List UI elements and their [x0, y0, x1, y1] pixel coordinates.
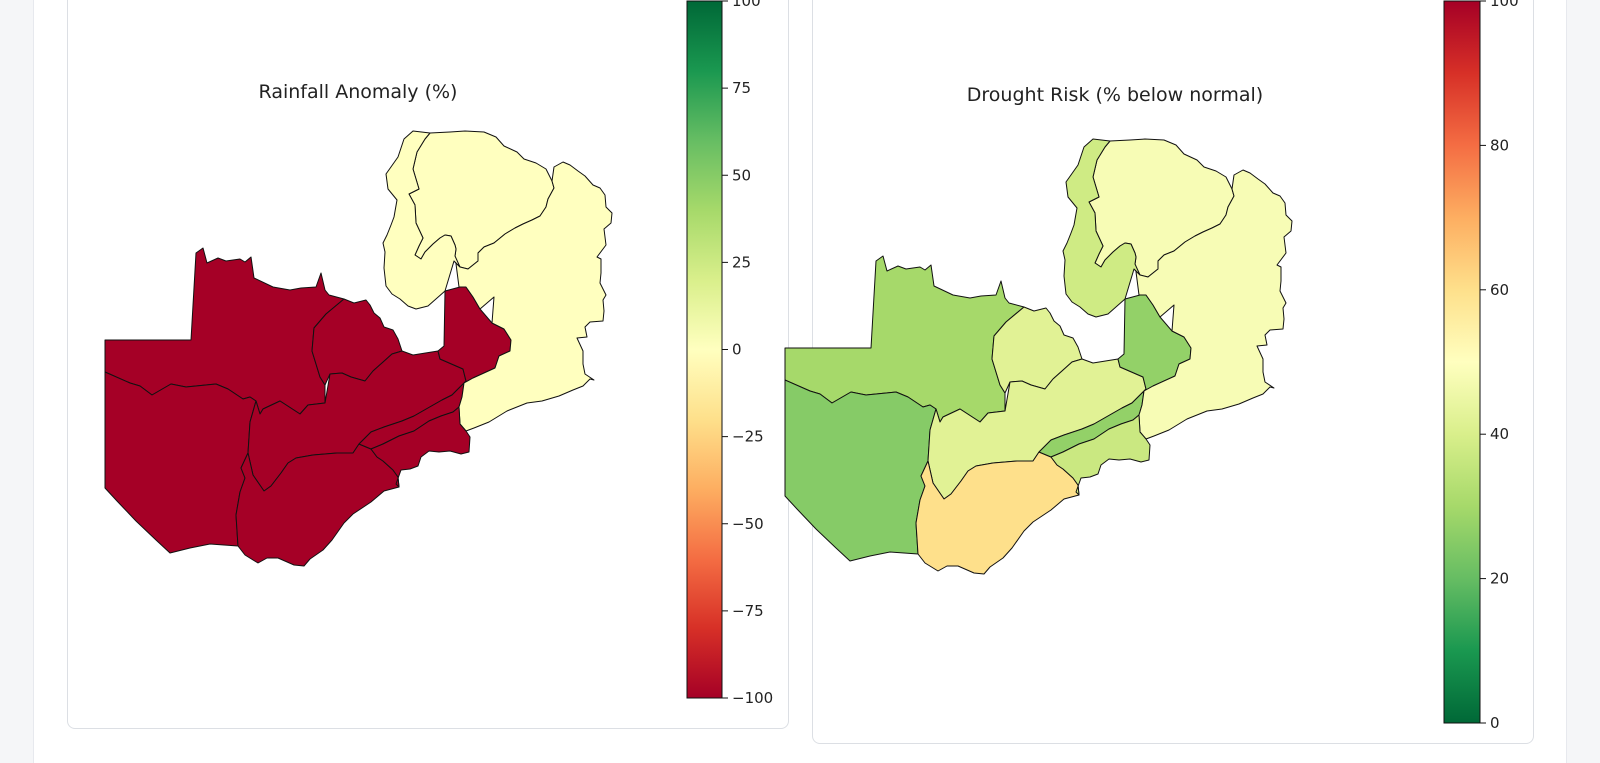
- colorbar: [686, 0, 723, 699]
- map-title: Rainfall Anomaly (%): [259, 81, 458, 103]
- colorbar-tick-label: 100: [1490, 0, 1519, 10]
- colorbar: [1443, 0, 1481, 724]
- region-lusaka: [370, 406, 471, 488]
- colorbar-tick-label: −100: [732, 689, 773, 707]
- colorbar-ticks: −100 −75 −50 −25 0 25 50 75 100: [722, 0, 773, 707]
- colorbar-tick-label: −50: [732, 515, 764, 533]
- colorbar-tick-label: 25: [732, 253, 751, 271]
- colorbar-tick-label: 75: [732, 79, 751, 97]
- colorbar-tick-label: 0: [1490, 714, 1500, 732]
- drought-risk-map: Drought Risk (% below normal) 0 20 40 60 80 1…: [784, 0, 1519, 732]
- colorbar-tick-label: −75: [732, 602, 764, 620]
- colorbar-tick-label: 80: [1490, 136, 1509, 154]
- region-luapula: [1062, 138, 1141, 318]
- region-western: [104, 371, 257, 554]
- drought-risk-card: Drought Risk (% below normal) 0 20 40 60 80 1…: [784, 0, 1534, 744]
- rainfall-anomaly-map: Rainfall Anomaly (%) −100 −75 −50 −25 0 25 50 7…: [104, 0, 773, 707]
- colorbar-tick-label: 0: [732, 341, 742, 359]
- colorbar-tick-label: 100: [732, 0, 761, 10]
- map-regions: [784, 138, 1293, 575]
- colorbar-ticks: 0 20 40 60 80 100: [1480, 0, 1519, 732]
- map-regions: [104, 130, 613, 567]
- region-luapula: [382, 130, 461, 310]
- colorbar-tick-label: 60: [1490, 281, 1509, 299]
- colorbar-tick-label: 50: [732, 166, 751, 184]
- colorbar-tick-label: 40: [1490, 425, 1509, 443]
- map-title: Drought Risk (% below normal): [967, 84, 1263, 106]
- region-lusaka: [1050, 414, 1151, 496]
- rainfall-anomaly-card: Rainfall Anomaly (%) −100 −75 −50 −25 0 25 50 7…: [67, 0, 789, 729]
- colorbar-tick-label: −25: [732, 428, 764, 446]
- colorbar-tick-label: 20: [1490, 570, 1509, 588]
